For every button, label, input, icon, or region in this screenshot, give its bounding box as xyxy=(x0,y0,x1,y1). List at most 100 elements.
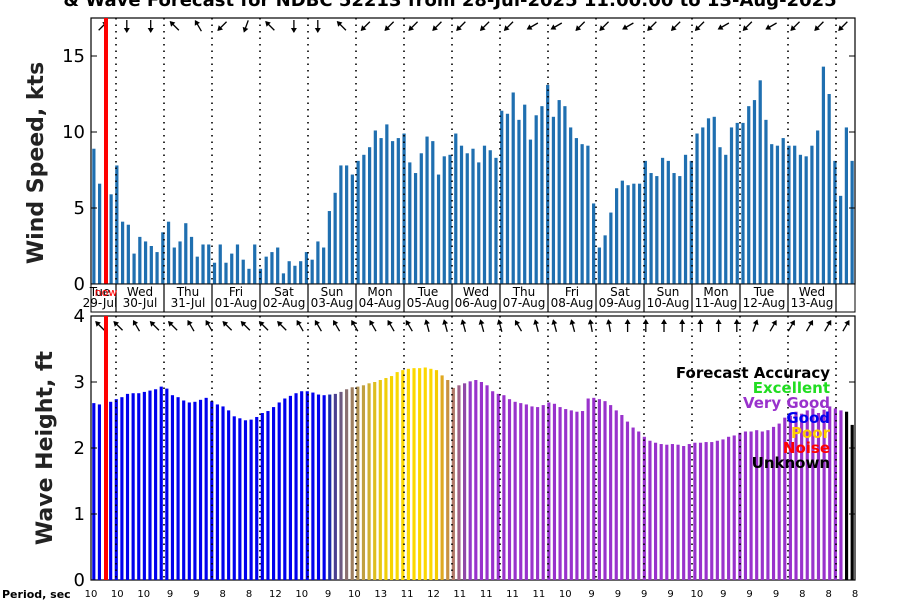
bar xyxy=(798,154,803,284)
bar xyxy=(833,160,837,284)
now-label: now xyxy=(95,286,118,299)
period-value: 11 xyxy=(533,589,546,600)
direction-arrow-icon xyxy=(149,321,160,331)
direction-arrow-icon xyxy=(479,21,490,31)
bar xyxy=(385,124,389,285)
bar xyxy=(339,165,343,284)
bar xyxy=(665,444,669,580)
bar xyxy=(474,380,478,580)
bar xyxy=(361,385,366,580)
bar xyxy=(620,180,624,284)
bar xyxy=(710,442,714,580)
period-value: 9 xyxy=(588,589,594,600)
direction-arrow-icon xyxy=(752,319,759,332)
bar xyxy=(210,401,214,580)
y-tick-label: 10 xyxy=(62,122,85,143)
direction-arrow-icon xyxy=(765,22,777,30)
direction-arrow-icon xyxy=(533,319,540,332)
bar xyxy=(299,261,303,284)
bar xyxy=(367,147,372,284)
bar xyxy=(787,145,791,284)
bar xyxy=(511,92,515,284)
y-tick-label: 15 xyxy=(62,46,85,67)
date-label: 07-Aug xyxy=(503,296,546,310)
bar xyxy=(758,80,762,284)
date-label: 05-Aug xyxy=(407,296,450,310)
direction-arrow-icon xyxy=(814,21,824,31)
bar xyxy=(816,413,821,580)
direction-arrow-icon xyxy=(205,319,213,332)
period-value: 8 xyxy=(220,589,226,600)
direction-arrow-icon xyxy=(242,20,249,33)
bar xyxy=(670,444,674,580)
bar xyxy=(459,145,464,284)
period-value: 11 xyxy=(480,589,493,600)
legend-item: Poor xyxy=(791,424,831,442)
bar xyxy=(132,253,136,284)
bar xyxy=(631,427,635,580)
bar xyxy=(482,145,487,284)
bar xyxy=(293,265,297,284)
bar xyxy=(207,244,211,284)
direction-arrow-icon xyxy=(169,21,180,31)
bar xyxy=(276,247,280,284)
bar xyxy=(805,410,809,580)
bar xyxy=(154,389,158,580)
wind-speed-panel: 0 5 10 15 xyxy=(62,17,856,295)
period-value: 9 xyxy=(667,589,673,600)
direction-arrow-icon xyxy=(606,319,613,333)
direction-arrow-icon xyxy=(670,21,681,31)
direction-arrow-icon xyxy=(642,319,649,332)
bar xyxy=(390,141,395,284)
direction-arrow-icon xyxy=(697,319,704,332)
direction-arrow-icon xyxy=(496,319,503,332)
wave-height-panel: 0 1 2 3 4 xyxy=(74,306,856,591)
bar xyxy=(322,247,326,284)
bar xyxy=(519,403,523,580)
bar xyxy=(166,221,171,284)
bar xyxy=(125,393,130,580)
bar xyxy=(97,404,101,580)
bar xyxy=(215,404,219,580)
direction-arrow-icon xyxy=(314,319,322,332)
direction-arrow-icon xyxy=(733,319,740,332)
legend-item: Noise xyxy=(783,439,830,457)
period-value: 10 xyxy=(348,589,361,600)
y-tick-label: 4 xyxy=(74,306,85,327)
direction-arrow-icon xyxy=(694,21,705,31)
day-of-week-label: Tue xyxy=(89,285,111,299)
date-label: 03-Aug xyxy=(311,296,354,310)
y-tick-label: 3 xyxy=(74,372,85,393)
day-of-week-label: Wed xyxy=(799,285,825,299)
bar xyxy=(316,394,321,580)
bar xyxy=(541,405,545,580)
bar xyxy=(218,244,222,284)
period-value: 8 xyxy=(852,589,858,600)
bar xyxy=(149,246,153,284)
chart-title: & Wave Forecast for NDBC 52213 from 28-J… xyxy=(63,0,836,11)
direction-arrow-icon xyxy=(113,321,124,331)
legend-item: Excellent xyxy=(753,379,830,397)
bar xyxy=(423,367,427,580)
bar xyxy=(580,144,584,284)
bar xyxy=(378,380,382,580)
period-value: 9 xyxy=(193,589,199,600)
bar xyxy=(471,148,475,284)
day-of-week-label: Mon xyxy=(367,285,392,299)
day-of-week-label: Thu xyxy=(512,285,536,299)
period-value: 10 xyxy=(559,589,572,600)
bar xyxy=(345,389,349,580)
period-value: 12 xyxy=(269,589,282,600)
bar xyxy=(243,420,248,580)
bar xyxy=(810,145,814,284)
bar xyxy=(770,144,774,284)
bar xyxy=(114,399,118,580)
direction-arrow-icon xyxy=(715,319,722,332)
y-tick-label: 2 xyxy=(74,438,85,459)
period-value: 10 xyxy=(111,589,124,600)
day-of-week-label: Sun xyxy=(657,285,680,299)
direction-arrow-icon xyxy=(424,319,430,332)
bar xyxy=(232,416,236,580)
direction-arrow-icon xyxy=(569,319,576,332)
bar xyxy=(558,407,562,580)
